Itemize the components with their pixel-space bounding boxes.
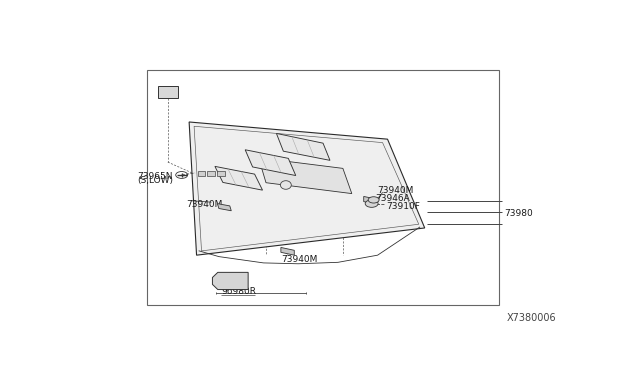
Circle shape	[368, 197, 379, 203]
Polygon shape	[207, 171, 215, 176]
Polygon shape	[364, 196, 378, 205]
Ellipse shape	[280, 181, 291, 189]
Polygon shape	[212, 272, 248, 289]
Text: 73910F: 73910F	[387, 202, 420, 211]
Polygon shape	[218, 171, 225, 176]
Polygon shape	[281, 247, 294, 255]
Text: 73965N: 73965N	[137, 173, 173, 182]
Polygon shape	[245, 150, 296, 176]
Polygon shape	[259, 158, 352, 193]
Polygon shape	[215, 166, 262, 190]
Text: 73940M: 73940M	[281, 255, 317, 264]
Polygon shape	[218, 203, 231, 211]
Text: (S,LOW): (S,LOW)	[137, 176, 173, 186]
FancyBboxPatch shape	[158, 86, 178, 97]
Text: 73946A: 73946A	[375, 194, 410, 203]
Polygon shape	[198, 171, 205, 176]
Text: 73980: 73980	[504, 209, 533, 218]
Bar	[147, 70, 499, 305]
Text: X7380006: X7380006	[506, 313, 556, 323]
Circle shape	[365, 200, 378, 207]
Text: 73940M: 73940M	[187, 200, 223, 209]
Text: 73940M: 73940M	[378, 186, 414, 195]
Polygon shape	[189, 122, 425, 255]
Text: 96980R: 96980R	[221, 287, 257, 296]
Polygon shape	[276, 134, 330, 160]
